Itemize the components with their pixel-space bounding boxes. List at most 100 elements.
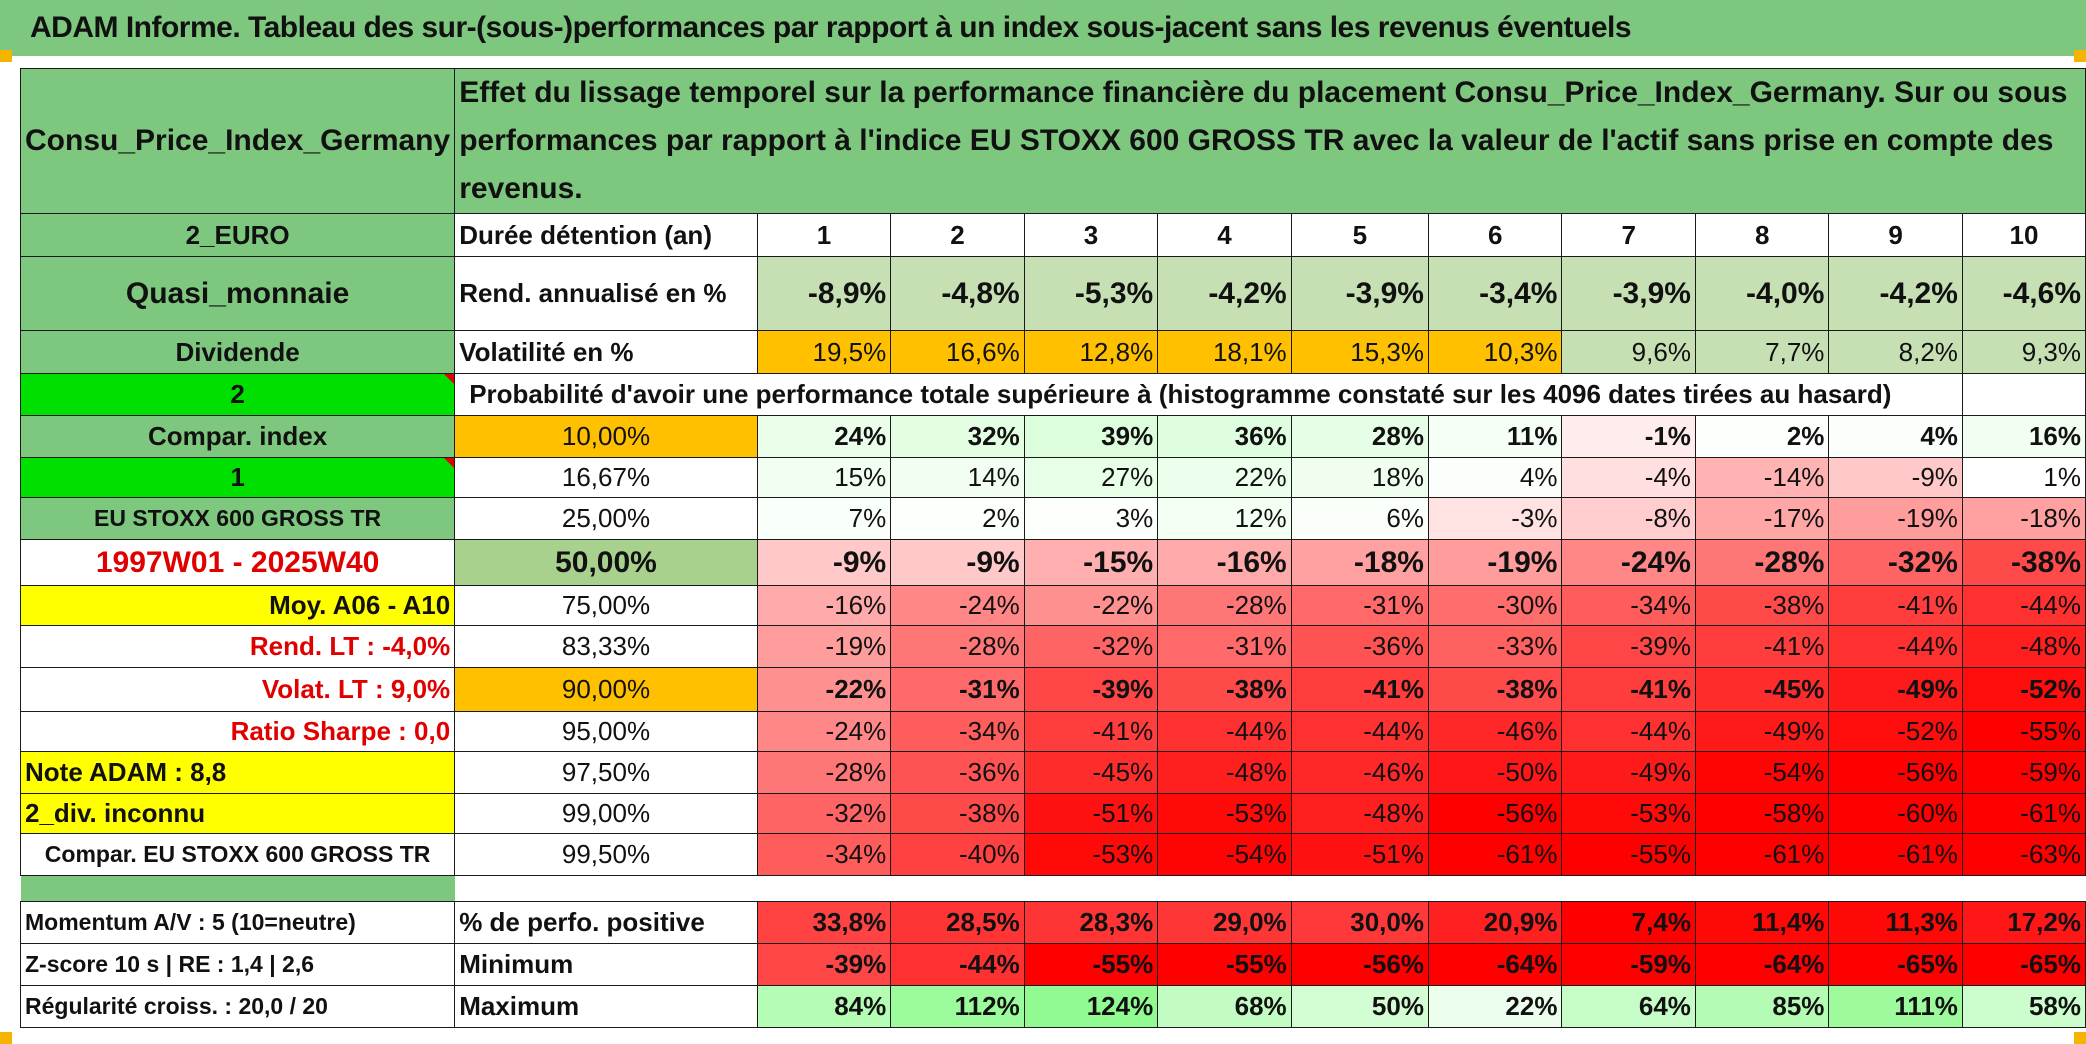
prob-value: -49% xyxy=(1561,751,1696,794)
minimum-value: -59% xyxy=(1561,943,1696,986)
year-header: 9 xyxy=(1828,213,1963,257)
positive-perf-row: Momentum A/V : 5 (10=neutre)% de perfo. … xyxy=(19,901,2086,944)
prob-value: -46% xyxy=(1290,751,1429,794)
minimum-value: -56% xyxy=(1290,943,1429,986)
prob-row: EU STOXX 600 GROSS TR 25,00% 7% 2% 3% 12% 6% -3… xyxy=(19,497,2086,540)
input-cell-1[interactable]: 2 xyxy=(19,373,456,416)
probability-threshold: 10,00% xyxy=(454,415,758,458)
prob-value: -55% xyxy=(1961,711,2086,752)
left-label-zscore: Z-score 10 s | RE : 1,4 | 2,6 xyxy=(19,943,456,986)
prob-value: -49% xyxy=(1828,667,1963,712)
prob-row: Volat. LT : 9,0% 90,00% -22% -31% -39% -38% -4… xyxy=(19,667,2086,712)
prob-value: -4% xyxy=(1561,457,1696,498)
vol-value: 19,5% xyxy=(756,330,892,374)
prob-value: -18% xyxy=(1290,539,1429,586)
positive-perf-value: 28,3% xyxy=(1023,901,1159,944)
prob-row: Compar. EU STOXX 600 GROSS TR 99,50% -34% -… xyxy=(19,833,2086,876)
minimum-value: -44% xyxy=(890,943,1025,986)
vol-value: 9,3% xyxy=(1961,330,2086,374)
rend-value: -4,8% xyxy=(890,256,1025,331)
prob-row: 2_div. inconnu 99,00% -32% -38% -51% -53% -48%… xyxy=(19,793,2086,834)
prob-value: -19% xyxy=(1427,539,1563,586)
prob-value: -32% xyxy=(1828,539,1963,586)
maximum-value: 84% xyxy=(756,985,892,1028)
prob-value: -28% xyxy=(890,625,1025,668)
prob-value: -41% xyxy=(1828,585,1963,626)
prob-value: -38% xyxy=(890,793,1025,834)
vol-label: Volatilité en % xyxy=(454,330,758,374)
minimum-value: -64% xyxy=(1694,943,1830,986)
prob-value: -44% xyxy=(1961,585,2086,626)
corner-marker xyxy=(2074,50,2086,62)
prob-value: -3% xyxy=(1427,497,1563,540)
spacer-cell xyxy=(20,875,455,902)
minimum-value: -64% xyxy=(1427,943,1563,986)
header-row: Consu_Price_Index_Germany Effet du lissa… xyxy=(19,68,2086,214)
prob-value: -36% xyxy=(1290,625,1429,668)
left-label-volat-lt: Volat. LT : 9,0% xyxy=(19,667,456,712)
vol-value: 10,3% xyxy=(1427,330,1563,374)
prob-value: 15% xyxy=(756,457,892,498)
prob-title-row: 2 Probabilité d'avoir une performance to… xyxy=(19,373,2086,416)
prob-row: Compar. index 10,00% 24% 32% 39% 36% 28% 11% -1%… xyxy=(19,415,2086,458)
prob-value: 11% xyxy=(1427,415,1563,458)
prob-value: 12% xyxy=(1157,497,1292,540)
prob-row: Ratio Sharpe : 0,0 95,00% -24% -34% -41% -44%… xyxy=(19,711,2086,752)
prob-value: -40% xyxy=(890,833,1025,876)
left-label-index-name: EU STOXX 600 GROSS TR xyxy=(19,497,456,540)
prob-value: -36% xyxy=(890,751,1025,794)
probability-threshold: 16,67% xyxy=(454,457,758,498)
prob-value: -38% xyxy=(1961,539,2086,586)
rend-row: Quasi_monnaie Rend. annualisé en % -8,9%… xyxy=(19,256,2086,331)
probability-threshold: 99,00% xyxy=(454,793,758,834)
corner-marker xyxy=(0,1032,12,1044)
prob-value: -24% xyxy=(756,711,892,752)
rend-value: -4,2% xyxy=(1828,256,1963,331)
spacer-row xyxy=(20,875,2086,902)
prob-value: -30% xyxy=(1427,585,1563,626)
vol-value: 12,8% xyxy=(1023,330,1159,374)
maximum-value: 112% xyxy=(890,985,1025,1028)
prob-value: -52% xyxy=(1828,711,1963,752)
prob-value: 2% xyxy=(1694,415,1830,458)
prob-value: -41% xyxy=(1561,667,1696,712)
left-label-regularite: Régularité croiss. : 20,0 / 20 xyxy=(19,985,456,1028)
probability-threshold: 75,00% xyxy=(454,585,758,626)
corner-marker xyxy=(0,50,12,62)
prob-row: Moy. A06 - A10 75,00% -16% -24% -22% -28% -31%… xyxy=(19,585,2086,626)
year-header: 8 xyxy=(1694,213,1830,257)
prob-value: -1% xyxy=(1561,415,1696,458)
left-label-input-2[interactable]: 1 xyxy=(19,457,456,498)
prob-value: -53% xyxy=(1561,793,1696,834)
prob-value: -32% xyxy=(1023,625,1159,668)
rend-value: -4,0% xyxy=(1694,256,1830,331)
year-header: 7 xyxy=(1561,213,1696,257)
prob-value: -41% xyxy=(1290,667,1429,712)
prob-value: -61% xyxy=(1694,833,1830,876)
probability-threshold: 50,00% xyxy=(454,539,758,586)
prob-value: -41% xyxy=(1694,625,1830,668)
vol-value: 18,1% xyxy=(1157,330,1292,374)
rend-value: -8,9% xyxy=(756,256,892,331)
prob-value: -16% xyxy=(756,585,892,626)
prob-value: -9% xyxy=(890,539,1025,586)
probability-threshold: 99,50% xyxy=(454,833,758,876)
prob-row: Rend. LT : -4,0% 83,33% -19% -28% -32% -31% -3… xyxy=(19,625,2086,668)
duration-label: Durée détention (an) xyxy=(454,213,758,257)
maximum-value: 124% xyxy=(1023,985,1159,1028)
prob-value: -28% xyxy=(1157,585,1292,626)
rend-value: -3,4% xyxy=(1427,256,1563,331)
prob-value: 32% xyxy=(890,415,1025,458)
prob-value: -31% xyxy=(1290,585,1429,626)
prob-title: Probabilité d'avoir une performance tota… xyxy=(454,373,1963,416)
positive-perf-value: 30,0% xyxy=(1290,901,1429,944)
vol-value: 7,7% xyxy=(1694,330,1830,374)
maximum-value: 58% xyxy=(1961,985,2086,1028)
positive-perf-value: 33,8% xyxy=(756,901,892,944)
dividend-label: Dividende xyxy=(19,330,456,374)
prob-value: -31% xyxy=(1157,625,1292,668)
prob-value: 18% xyxy=(1290,457,1429,498)
minimum-row: Z-score 10 s | RE : 1,4 | 2,6 Minimum -39%… xyxy=(19,943,2086,986)
minimum-value: -55% xyxy=(1023,943,1159,986)
minimum-value: -65% xyxy=(1828,943,1963,986)
